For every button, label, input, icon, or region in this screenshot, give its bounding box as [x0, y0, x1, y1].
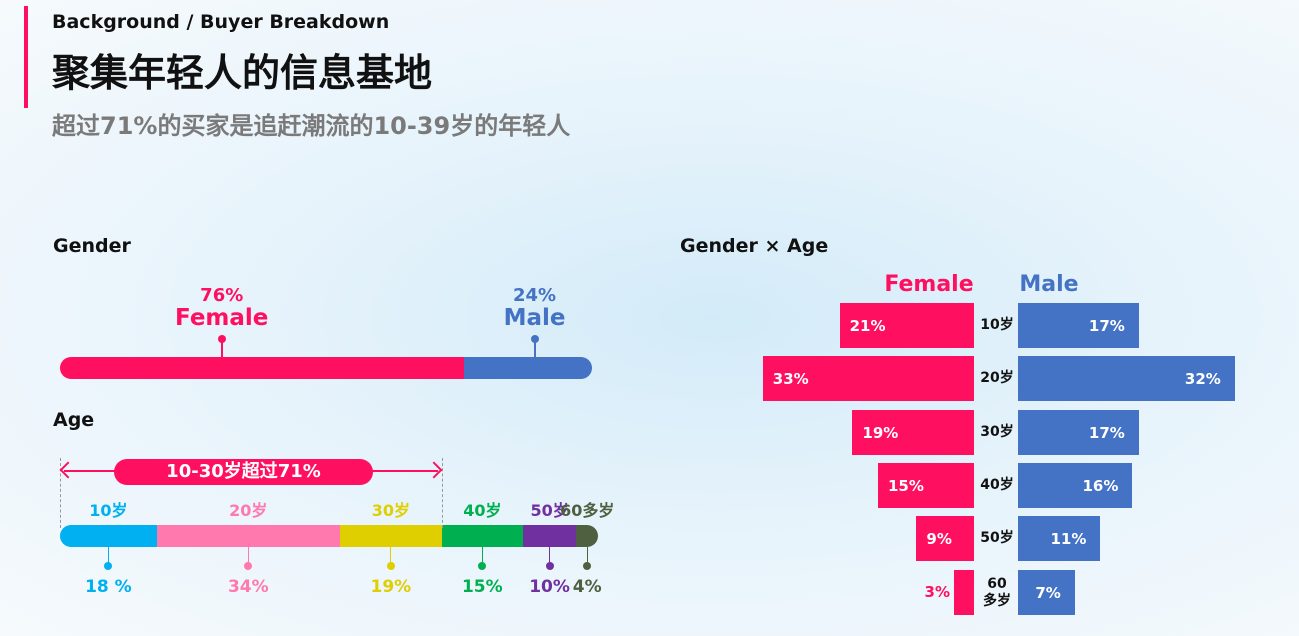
- female-bar: 9%: [916, 516, 974, 561]
- gender-name-label: Male: [503, 305, 566, 331]
- age-pointer-dot: [545, 562, 554, 570]
- gender-pct-label: 76%: [200, 285, 244, 306]
- age-segment: [441, 525, 523, 547]
- age-pointer-dot: [386, 562, 395, 570]
- page-subtitle: 超过71%的买家是追赶潮流的10-39岁的年轻人: [52, 112, 571, 140]
- age-bar: [60, 525, 598, 547]
- age-pointer-dot: [244, 562, 253, 570]
- age-category-label: 60多岁: [560, 501, 615, 520]
- female-bar: [954, 570, 974, 615]
- male-bar: 32%: [1018, 356, 1235, 401]
- age-category-label: 20岁: [229, 501, 268, 520]
- bracket-annotation: 10-30岁超过71%: [114, 459, 373, 485]
- male-bar: 17%: [1018, 303, 1139, 348]
- legend-male: Male: [1019, 272, 1079, 297]
- legend-female: Female: [884, 272, 974, 297]
- bracket-left-dash: [60, 458, 61, 528]
- age-pointer-line: [586, 547, 588, 565]
- kicker: Background / Buyer Breakdown: [52, 11, 390, 33]
- age-pct-label: 18 %: [85, 577, 132, 597]
- gender-pointer-line: [220, 337, 223, 357]
- female-bar: 33%: [762, 356, 974, 401]
- age-title: Age: [53, 409, 95, 431]
- gender-age-title: Gender × Age: [680, 235, 829, 257]
- male-bar: 17%: [1018, 410, 1139, 455]
- age-pct-label: 34%: [227, 577, 269, 597]
- female-bar: 19%: [852, 410, 974, 455]
- male-bar: 7%: [1018, 570, 1075, 615]
- gender-name-label: Female: [175, 305, 269, 331]
- gender-segment-female: [60, 357, 465, 379]
- age-row-label: 10岁: [980, 317, 1014, 334]
- age-row-label: 60 多岁: [983, 575, 1011, 609]
- age-row-label: 50岁: [980, 530, 1014, 547]
- age-pointer-dot: [478, 562, 487, 570]
- age-pct-label: 19%: [370, 577, 412, 597]
- age-pointer-line: [247, 547, 249, 565]
- age-pointer-dot: [104, 562, 113, 570]
- arrow-right-icon: [425, 461, 443, 479]
- age-segment: [576, 525, 598, 547]
- age-row-label: 40岁: [980, 477, 1014, 494]
- age-pointer-line: [481, 547, 483, 565]
- female-bar: 21%: [839, 303, 974, 348]
- age-pointer-dot: [583, 562, 592, 570]
- accent-bar: [24, 6, 28, 108]
- age-pct-label: 4%: [572, 577, 602, 597]
- male-bar: 11%: [1018, 516, 1101, 561]
- gender-bar: [60, 357, 592, 379]
- arrow-left-icon: [59, 461, 77, 479]
- gender-pointer-dot: [217, 335, 226, 343]
- page-title: 聚集年轻人的信息基地: [52, 51, 433, 95]
- bracket-right-dash: [441, 458, 443, 528]
- age-category-label: 40岁: [463, 501, 502, 520]
- female-value-label: 3%: [924, 583, 950, 601]
- age-segment: [339, 525, 442, 547]
- age-category-label: 10岁: [89, 501, 128, 520]
- gender-pct-label: 24%: [512, 285, 557, 306]
- age-segment: [60, 525, 157, 547]
- age-category-label: 50岁: [530, 501, 569, 520]
- age-row-label: 20岁: [980, 370, 1014, 387]
- age-segment: [522, 525, 577, 547]
- age-pointer-line: [549, 547, 551, 565]
- age-category-label: 30岁: [371, 501, 410, 520]
- gender-pointer-line: [533, 337, 536, 357]
- age-pct-label: 15%: [461, 577, 503, 597]
- age-row-label: 30岁: [980, 424, 1014, 441]
- female-bar: 15%: [878, 463, 974, 508]
- age-pointer-line: [390, 547, 392, 565]
- age-pointer-line: [107, 547, 109, 565]
- age-segment: [156, 525, 340, 547]
- gender-title: Gender: [53, 235, 131, 257]
- gender-segment-male: [464, 357, 592, 379]
- gender-pointer-dot: [530, 335, 539, 343]
- male-bar: 16%: [1018, 463, 1133, 508]
- age-pct-label: 10%: [529, 577, 570, 597]
